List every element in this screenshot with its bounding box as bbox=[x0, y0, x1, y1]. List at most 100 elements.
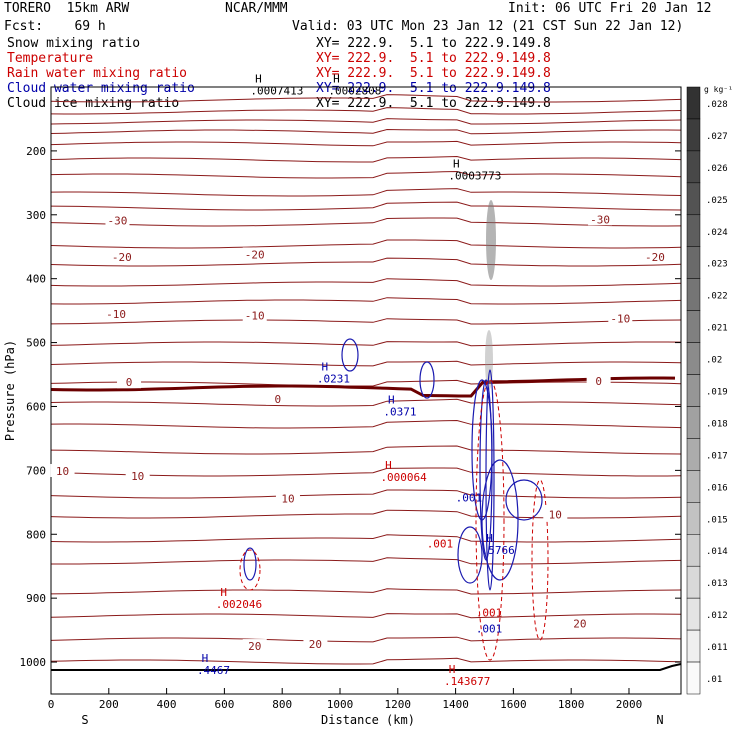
colorbar-swatch bbox=[686, 534, 701, 567]
isotherm-label-bg bbox=[125, 469, 150, 483]
isotherm-label-bg bbox=[117, 375, 142, 389]
isotherm-line bbox=[50, 128, 682, 135]
colorbar: .028 .027 .026 .025 .024 .023 .022 .021 .02 .019.… bbox=[686, 85, 733, 695]
colorbar-swatch bbox=[686, 406, 701, 439]
colorbar-swatch bbox=[686, 278, 701, 311]
x-tick-label: 200 bbox=[99, 698, 119, 711]
colorbar-swatch bbox=[686, 470, 701, 503]
legend-cloudwater-label: Cloud water mixing ratio bbox=[7, 81, 195, 96]
legend-cloudice-label: Cloud ice mixing ratio bbox=[7, 96, 180, 111]
extremum-marker: H bbox=[333, 73, 340, 86]
x-tick-label: 2000 bbox=[616, 698, 643, 711]
isotherm-line bbox=[50, 188, 682, 197]
colorbar-swatch bbox=[686, 214, 701, 247]
y-tick-label: 400 bbox=[26, 273, 46, 286]
x-tick-label: 600 bbox=[214, 698, 234, 711]
isotherm-line bbox=[50, 297, 682, 305]
extremum-marker: H bbox=[486, 532, 493, 545]
colorbar-tick-label: .025 bbox=[706, 196, 728, 206]
extremum-value: .4467 bbox=[197, 664, 230, 677]
isotherm-line bbox=[50, 613, 682, 619]
isotherm-line bbox=[50, 467, 682, 477]
y-tick-label: 200 bbox=[26, 145, 46, 158]
colorbar-swatch bbox=[686, 502, 701, 535]
x-tick-label: 1800 bbox=[558, 698, 585, 711]
cloudwater-contour bbox=[481, 459, 519, 581]
rain-contour bbox=[239, 549, 261, 591]
isotherm-label: 10 bbox=[131, 470, 144, 483]
isotherm-line bbox=[50, 201, 682, 211]
isotherm-label: 20 bbox=[309, 638, 322, 651]
ice-shading bbox=[486, 200, 496, 280]
colorbar-swatch bbox=[686, 118, 701, 152]
colorbar-tick-label: .011 bbox=[706, 643, 728, 653]
cloudwater-contour bbox=[505, 479, 543, 521]
contour-layer bbox=[50, 94, 682, 671]
freezing-level-line bbox=[50, 376, 676, 398]
extremum-value: .001 bbox=[456, 492, 483, 505]
plot-frame: 0 200 400 600 800 1000 1200 1400 1600 1800 2000200… bbox=[3, 86, 682, 727]
y-tick-label: 500 bbox=[26, 337, 46, 350]
x-axis-label: Distance (km) bbox=[321, 713, 415, 727]
isotherm-label: 10 bbox=[56, 465, 69, 478]
extremum-value: .5766 bbox=[482, 544, 515, 557]
colorbar-tick-label: .018 bbox=[706, 419, 728, 429]
legend-cloudwater-xy: XY= 222.9. 5.1 to 222.9.149.8 bbox=[316, 81, 551, 96]
isotherm-label-bg bbox=[109, 249, 134, 263]
isotherm-line bbox=[50, 140, 682, 147]
isotherm-line bbox=[50, 217, 682, 227]
colorbar-swatch bbox=[686, 246, 701, 279]
colorbar-swatch bbox=[686, 310, 701, 343]
legend-rain-xy: XY= 222.9. 5.1 to 222.9.149.8 bbox=[316, 66, 551, 81]
colorbar-tick-label: .023 bbox=[706, 260, 728, 270]
colorbar-tick-label: .024 bbox=[706, 228, 728, 238]
x-tick-label: 1000 bbox=[327, 698, 354, 711]
isotherm-label: -10 bbox=[245, 310, 265, 323]
valid-time: Valid: 03 UTC Mon 23 Jan 12 (21 CST Sun … bbox=[292, 19, 684, 34]
isotherm-label: -30 bbox=[108, 215, 128, 228]
y-tick-label: 800 bbox=[26, 528, 46, 541]
isotherm-line bbox=[50, 278, 682, 287]
extremum-marker: H bbox=[255, 73, 262, 86]
isotherm-label: 20 bbox=[573, 618, 586, 631]
colorbar-swatch bbox=[686, 182, 701, 216]
isotherm-line bbox=[50, 239, 682, 249]
cloudwater-contour bbox=[243, 547, 257, 581]
extremum-value: .001 bbox=[476, 607, 503, 620]
isotherm-label: 0 bbox=[126, 376, 133, 389]
isotherm-label: 10 bbox=[281, 492, 294, 505]
model-title: TORERO 15km ARW bbox=[4, 1, 130, 16]
extremum-value: .002046 bbox=[216, 598, 262, 611]
isotherm-label: -10 bbox=[106, 308, 126, 321]
isotherm-label: 0 bbox=[275, 393, 282, 406]
isotherm-label: -30 bbox=[590, 213, 610, 226]
colorbar-swatch bbox=[686, 86, 701, 120]
legend-snow-xy: XY= 222.9. 5.1 to 222.9.149.8 bbox=[316, 36, 551, 51]
x-tick-label: 400 bbox=[157, 698, 177, 711]
colorbar-tick-label: .016 bbox=[706, 483, 728, 493]
x-tick-label: 800 bbox=[272, 698, 292, 711]
colorbar-swatch bbox=[686, 629, 701, 663]
isotherm-line bbox=[50, 170, 682, 179]
isotherm-label: -20 bbox=[245, 248, 265, 261]
cloudwater-contour bbox=[419, 361, 435, 399]
isotherm-label-bg bbox=[275, 491, 300, 505]
label-layer: -30 -30 -20 -20 -20 -10 -10 -10 0 0 0 10 10 10 10 20 20 2… bbox=[50, 73, 667, 688]
cloudwater-contour bbox=[457, 526, 483, 584]
isotherm-line bbox=[50, 379, 682, 387]
isotherm-label-bg bbox=[242, 639, 267, 653]
extremum-marker: H bbox=[322, 361, 329, 374]
isotherm-label: -10 bbox=[610, 312, 630, 325]
colorbar-swatch bbox=[686, 438, 701, 471]
isotherm-label-bg bbox=[588, 212, 613, 226]
extremum-value: .0007413 bbox=[250, 85, 303, 98]
x-tick-label: 1400 bbox=[442, 698, 469, 711]
isotherm-label-bg bbox=[642, 249, 667, 263]
legend-temp-xy: XY= 222.9. 5.1 to 222.9.149.8 bbox=[316, 51, 551, 66]
extremum-marker: H bbox=[388, 393, 395, 406]
colorbar-tick-label: .019 bbox=[706, 388, 728, 398]
isotherm-label-bg bbox=[50, 464, 75, 478]
extremum-value: .000064 bbox=[380, 471, 427, 484]
extremum-value: .0371 bbox=[383, 405, 416, 418]
isotherm-label: 0 bbox=[595, 375, 602, 388]
